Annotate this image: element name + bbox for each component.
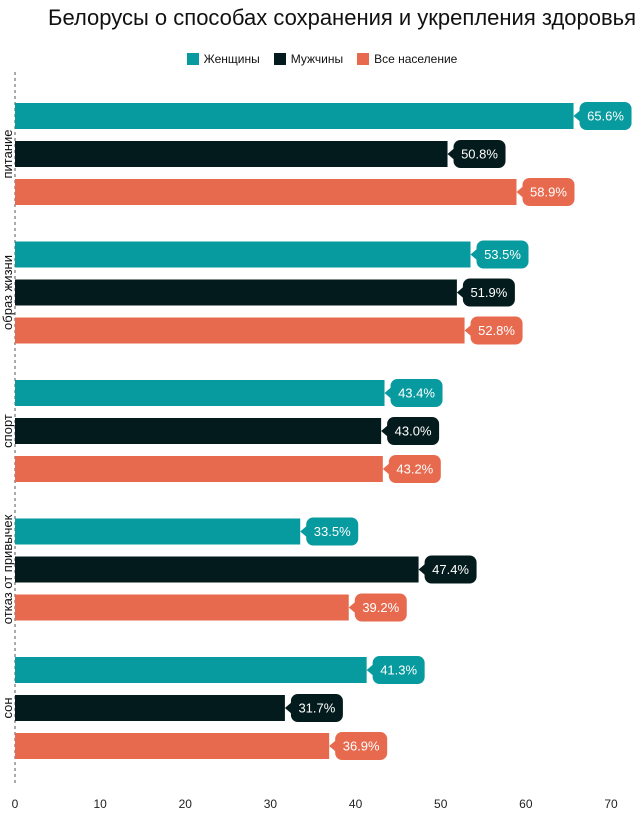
value-label-pointer (573, 110, 581, 122)
x-tick-label: 20 (179, 797, 193, 811)
value-label-bg (470, 316, 523, 345)
value-label-pointer (284, 702, 292, 714)
value-label-pointer (382, 463, 390, 475)
bar (15, 380, 385, 406)
bar (15, 179, 517, 205)
value-label: 33.5% (314, 524, 351, 539)
legend-swatch-men (273, 53, 286, 65)
bar (15, 556, 419, 583)
bar (15, 657, 367, 683)
legend-item-men[interactable]: Мужчины (273, 52, 344, 66)
value-label: 36.9% (343, 739, 380, 754)
chart-legend: Женщины Мужчины Все население (0, 52, 644, 66)
bar (15, 141, 448, 167)
value-label-bg (335, 732, 388, 760)
bar (15, 695, 285, 721)
value-label: 58.9% (530, 185, 567, 200)
legend-swatch-women (186, 53, 199, 65)
x-tick-label: 40 (349, 797, 363, 811)
category-label: питание (0, 129, 15, 178)
x-tick-label: 70 (604, 797, 618, 811)
value-label-pointer (329, 740, 337, 752)
category-label: спорт (0, 414, 15, 448)
value-label: 50.8% (461, 147, 498, 162)
value-label: 43.2% (396, 462, 433, 477)
value-label-pointer (516, 186, 524, 198)
bar (15, 518, 301, 545)
value-label-bg (387, 417, 440, 445)
value-label: 51.9% (470, 285, 507, 300)
value-label: 43.0% (395, 424, 432, 439)
value-label: 41.3% (380, 663, 417, 678)
category-label: сон (0, 697, 15, 718)
value-label-pointer (456, 286, 464, 299)
x-tick-label: 60 (519, 797, 533, 811)
value-label-bg (579, 102, 632, 130)
value-label-pointer (366, 664, 374, 676)
value-label-pointer (447, 148, 455, 160)
value-label-bg (372, 656, 425, 684)
bar (15, 241, 471, 268)
value-label: 53.5% (484, 247, 521, 262)
value-label-bg (354, 593, 407, 622)
value-label-pointer (470, 248, 478, 261)
x-tick-label: 0 (12, 797, 19, 811)
x-tick-label: 10 (93, 797, 107, 811)
bar (15, 103, 574, 129)
value-label-bg (390, 379, 443, 407)
x-tick-label: 50 (434, 797, 448, 811)
bar (15, 456, 383, 482)
value-label-bg (522, 178, 575, 206)
value-label: 47.4% (432, 562, 469, 577)
legend-label-men: Мужчины (290, 52, 344, 66)
value-label-bg (476, 240, 529, 269)
value-label: 65.6% (587, 109, 624, 124)
category-label: образ жизни (0, 255, 15, 330)
legend-item-all[interactable]: Все население (357, 52, 457, 66)
value-label: 31.7% (298, 701, 335, 716)
value-label: 39.2% (362, 600, 399, 615)
chart-title: Белорусы о способах сохранения и укрепле… (48, 5, 637, 30)
value-label-pointer (464, 324, 472, 337)
value-label-bg (290, 694, 343, 722)
bar (15, 279, 457, 306)
legend-swatch-all (357, 53, 370, 65)
x-tick-label: 30 (264, 797, 278, 811)
bar (15, 594, 349, 621)
value-label-bg (424, 555, 477, 584)
value-label-bg (462, 278, 515, 307)
value-label-bg (388, 455, 441, 483)
value-label-pointer (348, 601, 356, 614)
legend-label-women: Женщины (203, 52, 260, 66)
value-label-pointer (418, 563, 426, 576)
bar (15, 317, 465, 344)
value-label-pointer (300, 525, 308, 538)
bar (15, 733, 330, 759)
value-label-bg (453, 140, 506, 168)
value-label: 52.8% (478, 323, 515, 338)
bar (15, 418, 382, 444)
category-label: отказ от привычек (0, 514, 15, 624)
legend-item-women[interactable]: Женщины (186, 52, 260, 66)
legend-label-all: Все население (374, 52, 458, 66)
value-label-pointer (384, 387, 392, 399)
value-label: 43.4% (398, 386, 435, 401)
value-label-pointer (381, 425, 389, 437)
value-label-bg (306, 517, 359, 546)
